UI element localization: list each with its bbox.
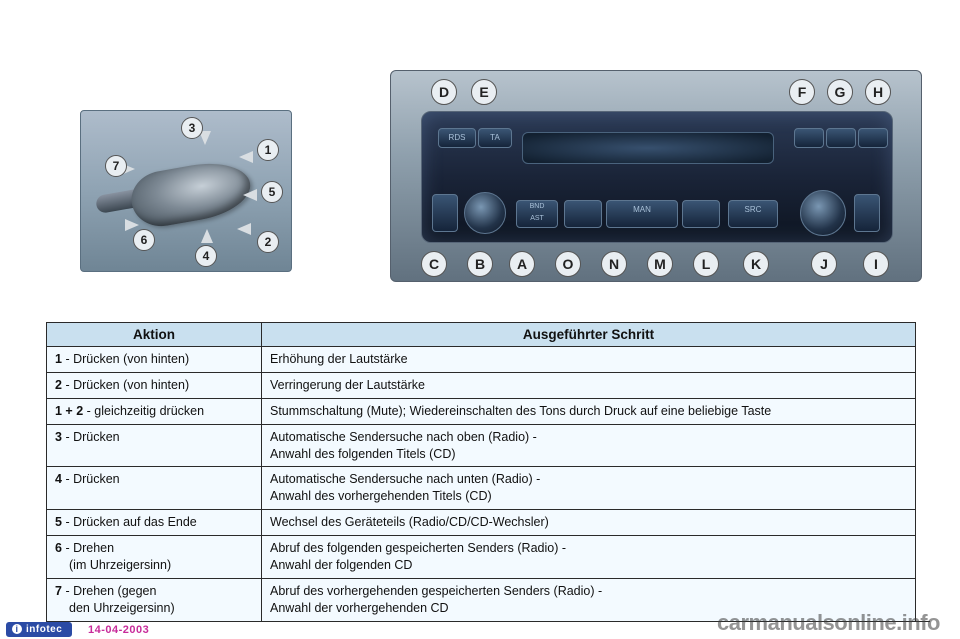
cell-aktion: 1 - Drücken (von hinten)	[47, 347, 262, 373]
watermark: carmanualsonline.info	[717, 610, 940, 636]
figures-area: 1 2 3 4 5 6 7 RDS TA BND AST	[0, 70, 960, 290]
button-top-g	[826, 128, 856, 148]
arrow	[239, 151, 253, 163]
row-index: 5	[55, 515, 65, 529]
callout-3: 3	[181, 117, 203, 139]
cell-aktion: 3 - Drücken	[47, 424, 262, 467]
cell-schritt: Wechsel des Geräteteils (Radio/CD/CD-Wec…	[262, 510, 916, 536]
row-index: 1 + 2	[55, 404, 87, 418]
button-ta: TA	[478, 128, 512, 148]
callout-2: 2	[257, 231, 279, 253]
table-row: 4 - DrückenAutomatische Sendersuche nach…	[47, 467, 916, 510]
row-index: 1	[55, 352, 65, 366]
callout-K: K	[743, 251, 769, 277]
row-index: 3	[55, 430, 65, 444]
arrow	[201, 229, 213, 243]
table-row: 1 + 2 - gleichzeitig drückenStummschaltu…	[47, 398, 916, 424]
knob-left	[464, 192, 506, 234]
button-man: MAN	[606, 200, 678, 228]
button-rds: RDS	[438, 128, 476, 148]
callout-6: 6	[133, 229, 155, 251]
button-top-f	[794, 128, 824, 148]
callout-L: L	[693, 251, 719, 277]
row-index: 6	[55, 541, 65, 555]
callout-1: 1	[257, 139, 279, 161]
infotec-badge: i infotec	[6, 622, 72, 637]
button-bnd-ast: BND AST	[516, 200, 558, 228]
callout-B: B	[467, 251, 493, 277]
callout-E: E	[471, 79, 497, 105]
callout-J: J	[811, 251, 837, 277]
row-index: 2	[55, 378, 65, 392]
actions-tbody: 1 - Drücken (von hinten)Erhöhung der Lau…	[47, 347, 916, 622]
button-plus-minus	[432, 194, 458, 232]
callout-O: O	[555, 251, 581, 277]
callout-H: H	[865, 79, 891, 105]
arrow	[237, 223, 251, 235]
button-ffwd	[682, 200, 720, 228]
cell-schritt: Automatische Sendersuche nach unten (Rad…	[262, 467, 916, 510]
callout-G: G	[827, 79, 853, 105]
th-schritt: Ausgeführter Schritt	[262, 323, 916, 347]
figure-radio: RDS TA BND AST MAN SRC D E F G	[390, 70, 922, 282]
table-row: 5 - Drücken auf das EndeWechsel des Gerä…	[47, 510, 916, 536]
cell-schritt: Automatische Sendersuche nach oben (Radi…	[262, 424, 916, 467]
cell-aktion: 2 - Drücken (von hinten)	[47, 372, 262, 398]
knob-right	[800, 190, 846, 236]
cell-schritt: Erhöhung der Lautstärke	[262, 347, 916, 373]
callout-4: 4	[195, 245, 217, 267]
footer-date: 14-04-2003	[88, 624, 149, 636]
button-top-h	[858, 128, 888, 148]
callout-I: I	[863, 251, 889, 277]
callout-F: F	[789, 79, 815, 105]
callout-M: M	[647, 251, 673, 277]
cell-aktion: 4 - Drücken	[47, 467, 262, 510]
footer: iinfotec 14-04-2003 carmanualsonline.inf…	[0, 621, 960, 639]
cell-aktion: 7 - Drehen (gegenden Uhrzeigersinn)	[47, 578, 262, 621]
callout-5: 5	[261, 181, 283, 203]
arrow	[243, 189, 257, 201]
actions-table-wrap: Aktion Ausgeführter Schritt 1 - Drücken …	[46, 322, 916, 622]
button-rew	[564, 200, 602, 228]
table-row: 2 - Drücken (von hinten)Verringerung der…	[47, 372, 916, 398]
table-row: 6 - Drehen(im Uhrzeigersinn)Abruf des fo…	[47, 536, 916, 579]
cell-aktion: 6 - Drehen(im Uhrzeigersinn)	[47, 536, 262, 579]
callout-C: C	[421, 251, 447, 277]
row-index: 7	[55, 584, 65, 598]
info-icon: i	[12, 624, 22, 634]
cassette-slot	[522, 132, 774, 164]
infotec-label: infotec	[26, 624, 62, 635]
radio-faceplate: RDS TA BND AST MAN SRC	[421, 111, 893, 243]
row-index: 4	[55, 472, 65, 486]
callout-A: A	[509, 251, 535, 277]
button-up-down	[854, 194, 880, 232]
figure-stalk: 1 2 3 4 5 6 7	[80, 110, 292, 272]
arrow	[125, 219, 139, 231]
callout-7: 7	[105, 155, 127, 177]
th-aktion: Aktion	[47, 323, 262, 347]
actions-table: Aktion Ausgeführter Schritt 1 - Drücken …	[46, 322, 916, 622]
callout-N: N	[601, 251, 627, 277]
cell-schritt: Abruf des folgenden gespeicherten Sender…	[262, 536, 916, 579]
cell-aktion: 5 - Drücken auf das Ende	[47, 510, 262, 536]
callout-D: D	[431, 79, 457, 105]
cell-aktion: 1 + 2 - gleichzeitig drücken	[47, 398, 262, 424]
button-src: SRC	[728, 200, 778, 228]
table-row: 3 - DrückenAutomatische Sendersuche nach…	[47, 424, 916, 467]
cell-schritt: Stummschaltung (Mute); Wiedereinschalten…	[262, 398, 916, 424]
cell-schritt: Verringerung der Lautstärke	[262, 372, 916, 398]
stalk-body	[127, 156, 255, 231]
table-row: 1 - Drücken (von hinten)Erhöhung der Lau…	[47, 347, 916, 373]
